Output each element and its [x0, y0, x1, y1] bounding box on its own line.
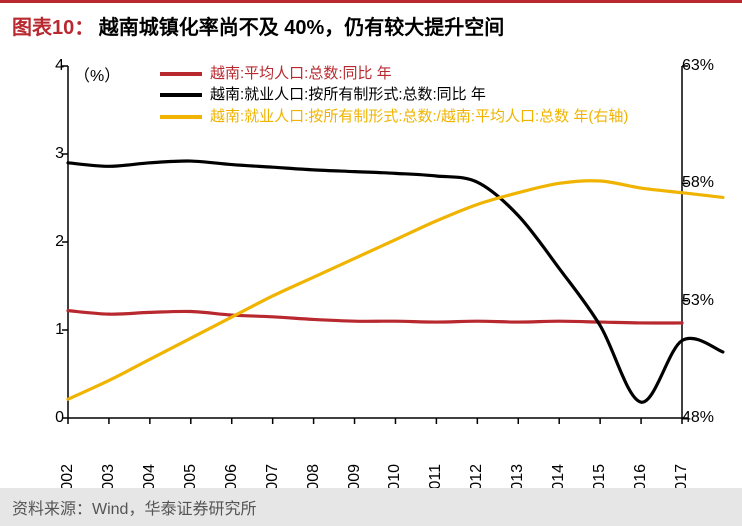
- y-left-tick: 2: [6, 233, 64, 251]
- y-left-tick: 3: [6, 145, 64, 163]
- source-footer: 资料来源：Wind，华泰证券研究所: [0, 488, 742, 526]
- y-axis-left: 01234: [6, 66, 64, 418]
- legend-label: 越南:就业人口:按所有制形式:总数:/越南:平均人口:总数 年(右轴): [210, 107, 628, 127]
- legend-item: 越南:平均人口:总数:同比 年: [160, 64, 628, 84]
- legend-label: 越南:平均人口:总数:同比 年: [210, 64, 392, 84]
- chart-title: 图表10： 越南城镇化率尚不及 40%，仍有较大提升空间: [0, 0, 742, 50]
- chart-area: （%） 01234 48%53%58%63% 20022003200420052…: [0, 50, 742, 490]
- legend-label: 越南:就业人口:按所有制形式:总数:同比 年: [210, 85, 486, 105]
- series-line: [68, 181, 723, 399]
- x-axis: 2002200320042005200620072008200920102011…: [68, 420, 682, 482]
- y-right-tick: 48%: [682, 409, 740, 427]
- series-line: [68, 161, 723, 402]
- y-axis-right: 48%53%58%63%: [682, 66, 740, 418]
- legend-swatch: [160, 115, 202, 119]
- legend-swatch: [160, 93, 202, 97]
- legend-item: 越南:就业人口:按所有制形式:总数:/越南:平均人口:总数 年(右轴): [160, 107, 628, 127]
- title-text: 越南城镇化率尚不及 40%，仍有较大提升空间: [99, 17, 505, 39]
- y-left-tick: 0: [6, 409, 64, 427]
- y-left-tick: 4: [6, 57, 64, 75]
- title-prefix: 图表10：: [12, 17, 94, 39]
- legend: 越南:平均人口:总数:同比 年越南:就业人口:按所有制形式:总数:同比 年越南:…: [160, 64, 628, 128]
- y-left-tick: 1: [6, 321, 64, 339]
- legend-swatch: [160, 72, 202, 76]
- legend-item: 越南:就业人口:按所有制形式:总数:同比 年: [160, 85, 628, 105]
- y-right-tick: 63%: [682, 57, 740, 75]
- y-right-tick: 53%: [682, 292, 740, 310]
- y-right-tick: 58%: [682, 174, 740, 192]
